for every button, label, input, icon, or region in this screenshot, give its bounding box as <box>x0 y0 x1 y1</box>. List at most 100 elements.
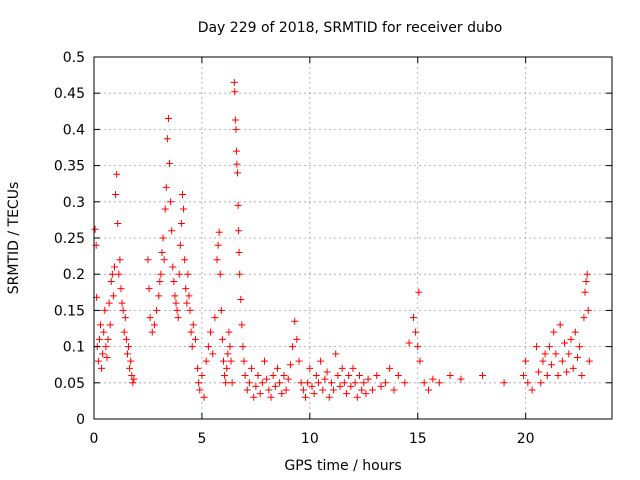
data-point <box>234 169 242 177</box>
data-point <box>214 241 222 249</box>
data-point <box>334 372 342 380</box>
data-point <box>578 372 586 380</box>
data-point <box>332 350 340 358</box>
data-point <box>109 292 117 300</box>
data-point <box>558 357 566 365</box>
data-point <box>414 343 422 351</box>
data-point <box>520 372 528 380</box>
y-tick-label: 0.3 <box>63 195 85 211</box>
data-point <box>146 314 154 322</box>
data-point <box>171 292 179 300</box>
data-point <box>565 350 573 358</box>
data-point <box>156 277 164 285</box>
data-point <box>100 328 108 336</box>
data-point <box>235 248 243 256</box>
data-point <box>125 343 133 351</box>
data-point <box>96 321 104 329</box>
y-tick-label: 0 <box>76 412 85 428</box>
x-tick-labels: 0 5 10 15 20 <box>90 431 535 447</box>
data-point <box>425 386 433 394</box>
data-point <box>181 256 189 264</box>
data-point <box>539 357 547 365</box>
data-point <box>358 386 366 394</box>
data-point <box>435 379 443 387</box>
y-tick-label: 0.4 <box>63 122 85 138</box>
data-point <box>556 321 564 329</box>
data-point <box>118 299 126 307</box>
data-point <box>585 357 593 365</box>
data-point <box>94 357 102 365</box>
data-point <box>343 390 351 398</box>
data-point <box>104 335 112 343</box>
data-point <box>114 220 122 228</box>
data-point <box>256 390 264 398</box>
data-point <box>228 379 236 387</box>
data-point <box>276 379 284 387</box>
y-tick-label: 0.15 <box>54 303 85 319</box>
x-tick-label: 5 <box>197 431 206 447</box>
data-point <box>95 335 103 343</box>
data-point <box>295 357 303 365</box>
data-point <box>237 296 245 304</box>
data-point <box>236 270 244 278</box>
data-point <box>117 285 125 293</box>
data-point <box>582 277 590 285</box>
data-point <box>153 306 161 314</box>
data-point <box>446 372 454 380</box>
data-point <box>108 270 116 278</box>
data-point <box>209 350 217 358</box>
data-point <box>126 364 134 372</box>
data-point <box>162 183 170 191</box>
data-point <box>280 372 288 380</box>
data-point <box>416 357 424 365</box>
data-point <box>176 241 184 249</box>
data-point <box>317 357 325 365</box>
data-point <box>166 159 174 167</box>
data-point <box>220 357 227 365</box>
data-point <box>98 364 106 372</box>
data-point <box>127 357 135 365</box>
data-point <box>330 386 338 394</box>
data-point <box>302 393 310 401</box>
data-point <box>420 379 428 387</box>
data-point <box>243 386 251 394</box>
data-point <box>164 115 172 123</box>
data-point <box>225 328 233 336</box>
data-point <box>231 88 239 96</box>
data-point <box>364 375 372 383</box>
data-point <box>240 357 248 365</box>
data-point <box>336 382 344 390</box>
data-point <box>191 335 199 343</box>
grid-lines <box>94 57 612 419</box>
data-point <box>188 343 196 351</box>
data-point <box>297 379 305 387</box>
data-point <box>308 382 316 390</box>
data-point <box>119 306 127 314</box>
data-point <box>102 343 110 351</box>
data-point <box>373 372 381 380</box>
data-point <box>409 314 417 322</box>
data-point <box>184 270 192 278</box>
y-tick-label: 0.2 <box>63 267 85 283</box>
data-point <box>289 343 297 351</box>
data-point <box>265 386 273 394</box>
y-tick-label: 0.05 <box>54 376 85 392</box>
data-point <box>177 220 185 228</box>
data-point <box>180 205 188 213</box>
data-point <box>584 306 592 314</box>
data-point <box>390 386 398 394</box>
data-point <box>113 170 121 178</box>
data-point <box>338 364 346 372</box>
data-point <box>167 198 175 206</box>
data-point <box>415 288 423 296</box>
data-point <box>122 335 130 343</box>
data-point <box>196 386 204 394</box>
data-point <box>340 379 348 387</box>
data-point <box>145 285 153 293</box>
data-point <box>187 328 195 336</box>
data-point <box>394 372 402 380</box>
data-point <box>224 350 232 358</box>
axes <box>93 56 613 420</box>
data-point <box>319 386 327 394</box>
data-point <box>168 227 176 235</box>
